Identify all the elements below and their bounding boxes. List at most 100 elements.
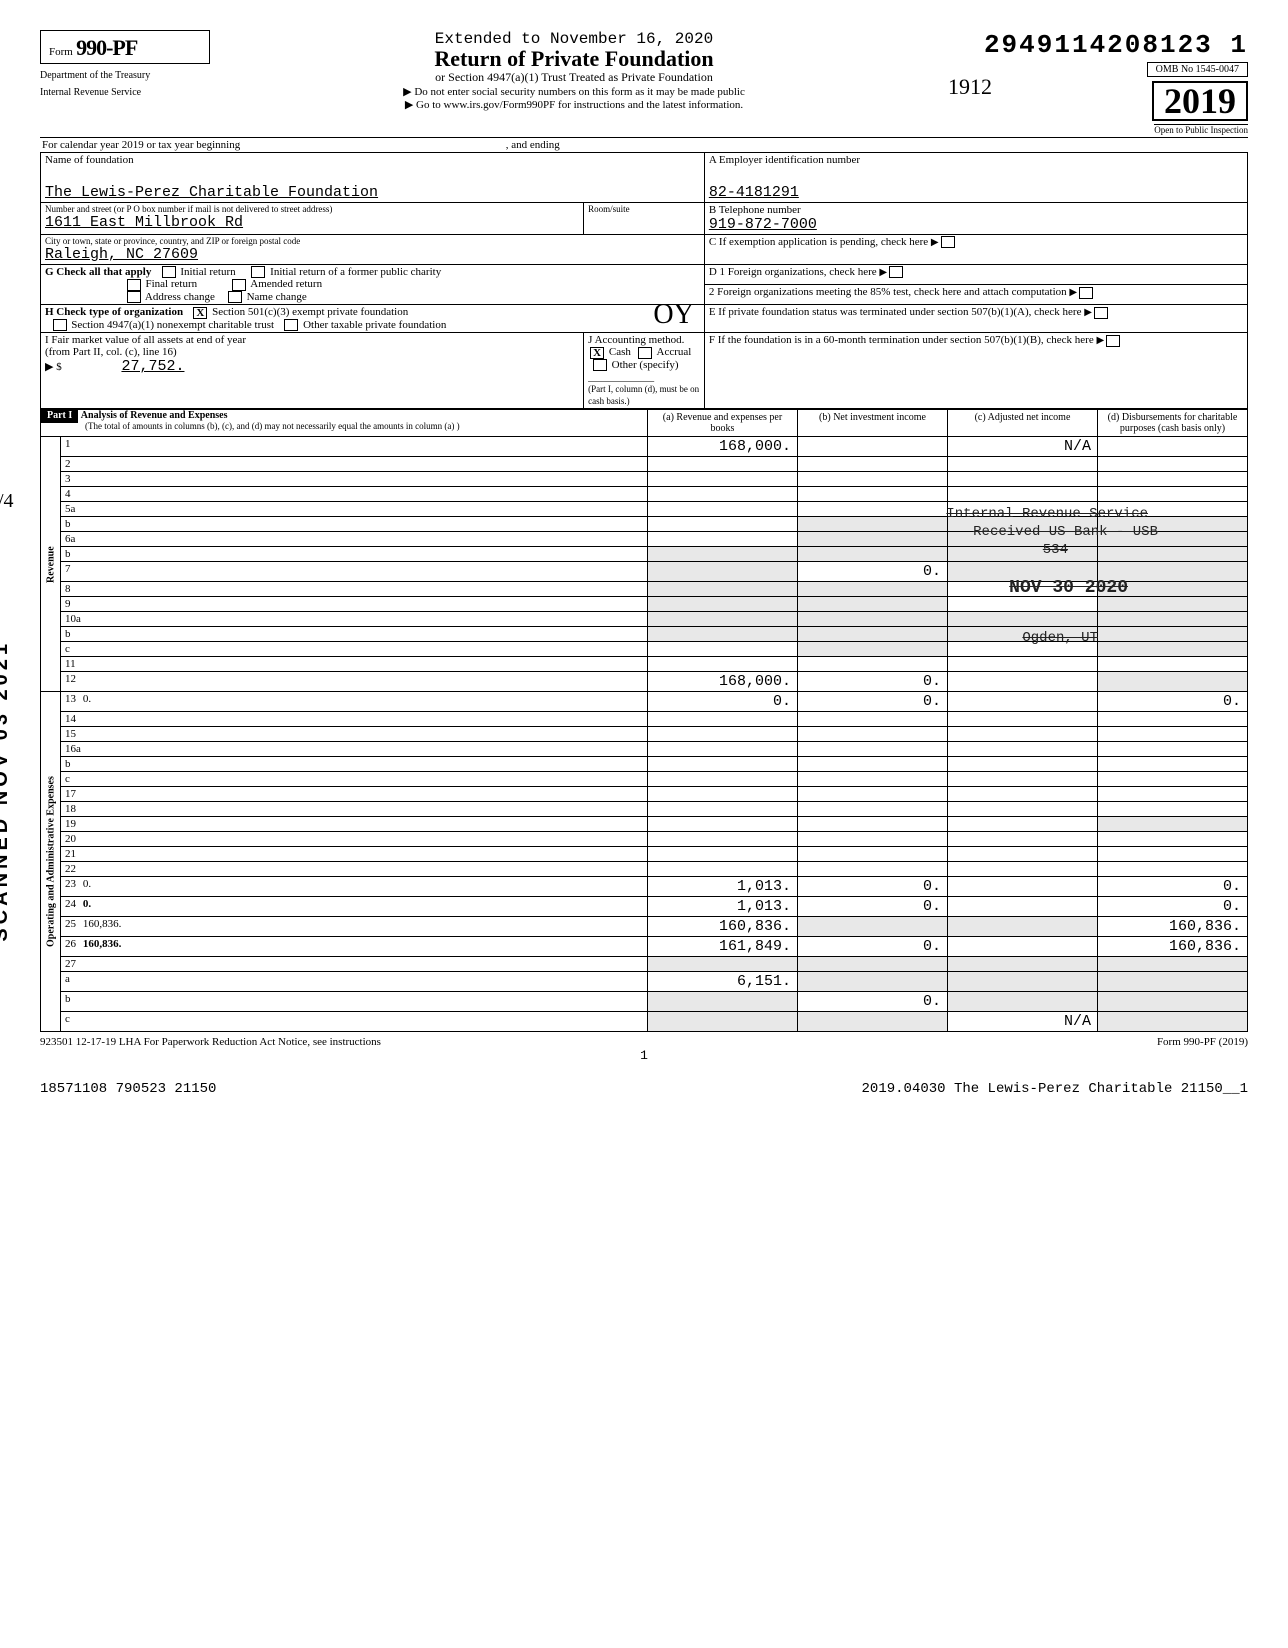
row-desc: 5a (61, 502, 648, 517)
table-row: 23 0.1,013.0.0. (41, 877, 1248, 897)
cell-a: 168,000. (648, 437, 798, 457)
doc-number: 2949114208123 1 (928, 30, 1248, 60)
cell-a (648, 862, 798, 877)
table-row: b 0. (41, 992, 1248, 1012)
g1-cb[interactable] (162, 266, 176, 278)
cell-b (798, 487, 948, 502)
irs-date: NOV 30 2020 (1009, 578, 1128, 598)
j-accr-cb[interactable] (638, 347, 652, 359)
row-desc: 8 (61, 582, 648, 597)
cell-c (948, 862, 1098, 877)
h1-cb[interactable]: X (193, 307, 207, 319)
table-row: Operating and Administrative Expenses13 … (41, 692, 1248, 712)
cell-b (798, 437, 948, 457)
phone-label: B Telephone number (709, 204, 1243, 216)
cell-a (648, 472, 798, 487)
d1-cb[interactable] (889, 266, 903, 278)
addr-label: Number and street (or P O box number if … (45, 204, 579, 214)
g3-cb[interactable] (127, 279, 141, 291)
cell-a: 161,849. (648, 937, 798, 957)
row-desc: b (61, 517, 648, 532)
row-desc: 26 160,836. (61, 937, 648, 957)
expenses-side-label: Operating and Administrative Expenses (41, 692, 61, 1032)
page-num: 1 (40, 1048, 1248, 1063)
cell-d (1098, 742, 1248, 757)
table-row: a 6,151. (41, 972, 1248, 992)
h3: Other taxable private foundation (303, 319, 446, 331)
title-block: Extended to November 16, 2020 Return of … (220, 30, 928, 111)
foundation-name: The Lewis-Perez Charitable Foundation (45, 184, 700, 201)
cell-b (798, 517, 948, 532)
cell-d (1098, 487, 1248, 502)
row-desc: 27 (61, 957, 648, 972)
cell-a: 0. (648, 692, 798, 712)
city: Raleigh, NC 27609 (45, 246, 700, 263)
cell-b (798, 1012, 948, 1032)
cell-c (948, 472, 1098, 487)
g6-cb[interactable] (228, 291, 242, 303)
row-desc: 2 (61, 457, 648, 472)
cal-a: For calendar year 2019 or tax year begin… (42, 139, 240, 151)
g5: Address change (145, 291, 215, 303)
cell-b (798, 727, 948, 742)
cell-b (798, 772, 948, 787)
f-cb[interactable] (1106, 335, 1120, 347)
cell-a: 160,836. (648, 917, 798, 937)
tax-year: 2019 (1152, 81, 1248, 121)
c-checkbox[interactable] (941, 236, 955, 248)
cell-c (948, 802, 1098, 817)
cell-d: 0. (1098, 692, 1248, 712)
cell-a (648, 817, 798, 832)
cell-c (948, 832, 1098, 847)
cell-b (798, 862, 948, 877)
table-row: 26 160,836.161,849.0.160,836. (41, 937, 1248, 957)
g2-cb[interactable] (251, 266, 265, 278)
cell-b (798, 832, 948, 847)
cell-b: 0. (798, 897, 948, 917)
cell-d (1098, 547, 1248, 562)
d2-cb[interactable] (1079, 287, 1093, 299)
cell-a (648, 517, 798, 532)
omb-box: OMB No 1545-0047 (1147, 62, 1248, 77)
h-label: H Check type of organization (45, 306, 183, 318)
form-number-box: Form 990-PF (40, 30, 210, 64)
g-label: G Check all that apply (45, 266, 151, 278)
cell-b (798, 757, 948, 772)
cell-c: N/A (948, 437, 1098, 457)
cell-a (648, 657, 798, 672)
form-number: 990-PF (76, 35, 137, 60)
e-cb[interactable] (1094, 307, 1108, 319)
row-desc: 24 0. (61, 897, 648, 917)
cell-b (798, 742, 948, 757)
row-desc: c (61, 642, 648, 657)
row-desc: 14 (61, 712, 648, 727)
instr-2: Go to www.irs.gov/Form990PF for instruct… (220, 98, 928, 111)
table-row: b (41, 757, 1248, 772)
row-desc: 16a (61, 742, 648, 757)
cell-c (948, 657, 1098, 672)
cell-a (648, 957, 798, 972)
cell-d (1098, 597, 1248, 612)
h1: Section 501(c)(3) exempt private foundat… (212, 306, 408, 318)
cell-d: 0. (1098, 877, 1248, 897)
h2-cb[interactable] (53, 319, 67, 331)
cell-a (648, 532, 798, 547)
col-a: (a) Revenue and expenses per books (648, 410, 798, 437)
table-row: 10a (41, 612, 1248, 627)
i-sub: (from Part II, col. (c), line 16) (45, 346, 177, 358)
table-row: c N/A (41, 1012, 1248, 1032)
cell-d (1098, 437, 1248, 457)
d2-label: 2 Foreign organizations meeting the 85% … (709, 286, 1067, 298)
subtitle: or Section 4947(a)(1) Trust Treated as P… (220, 70, 928, 85)
g2: Initial return of a former public charit… (270, 266, 441, 278)
table-row: 27 (41, 957, 1248, 972)
h3-cb[interactable] (284, 319, 298, 331)
j-other-cb[interactable] (593, 359, 607, 371)
g5-cb[interactable] (127, 291, 141, 303)
j-cash-cb[interactable]: X (590, 347, 604, 359)
info-grid: Name of foundation The Lewis-Perez Chari… (40, 153, 1248, 409)
cell-c (948, 547, 1098, 562)
cell-d: 160,836. (1098, 937, 1248, 957)
cell-d (1098, 772, 1248, 787)
g4-cb[interactable] (232, 279, 246, 291)
